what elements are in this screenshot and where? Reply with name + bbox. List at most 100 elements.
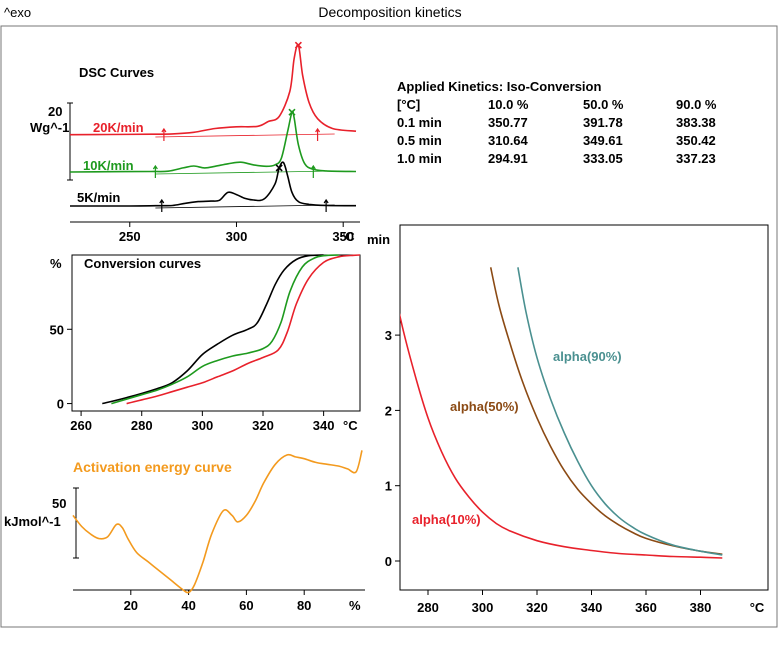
conversion-frame — [71, 254, 361, 412]
conversion-tick-label: 50 — [50, 322, 64, 337]
dsc-tick-label: 300 — [226, 229, 248, 244]
activation-curve — [72, 450, 363, 594]
table-cell: 350.42 — [676, 133, 716, 148]
iso-tick-label: 340 — [581, 600, 603, 615]
table-cell: 294.91 — [488, 151, 528, 166]
activation-title: Activation energy curve — [73, 459, 232, 475]
table-cell: 1.0 min — [397, 151, 442, 166]
dsc-tick-label: 250 — [119, 229, 141, 244]
conversion-tick-label: 260 — [70, 418, 92, 433]
table-cell: 310.64 — [488, 133, 529, 148]
dsc-label-10k: 10K/min — [83, 158, 134, 173]
figure-frame — [0, 25, 778, 628]
dsc-tick-label: 350 — [332, 229, 354, 244]
dsc-title: DSC Curves — [79, 65, 154, 80]
table-cell: 349.61 — [583, 133, 623, 148]
dsc-scale-label: 20 — [48, 104, 62, 119]
iso-curves — [400, 267, 723, 559]
table-title: Applied Kinetics: Iso-Conversion — [397, 79, 601, 94]
activation-tick-label: 20 — [124, 598, 138, 613]
activation-panel: Activation energy curve 50 kJmol^-1 20 40… — [4, 450, 365, 613]
table-cell: 350.77 — [488, 115, 528, 130]
table-cell: 383.38 — [676, 115, 716, 130]
iso-ylabel: min — [367, 232, 390, 247]
dsc-ylabel: Wg^-1 — [30, 120, 69, 135]
dsc-integration-limit — [315, 127, 321, 141]
dsc-integration-limit — [152, 164, 158, 178]
iso-tick-label: 380 — [690, 600, 712, 615]
dsc-baseline — [155, 204, 335, 209]
activation-xlabel: % — [349, 598, 361, 613]
conversion-tick-label: 280 — [131, 418, 153, 433]
iso-label-50: alpha(50%) — [450, 399, 519, 414]
conversion-ylabel: % — [50, 256, 62, 271]
iso-tick-label: 360 — [635, 600, 657, 615]
conversion-curves — [102, 254, 361, 405]
iso-frame — [399, 224, 769, 591]
conversion-tick-label: 300 — [192, 418, 214, 433]
iso-label-10: alpha(10%) — [412, 512, 481, 527]
iso-tick-label: 300 — [472, 600, 494, 615]
iso-tick-label: 320 — [526, 600, 548, 615]
activation-tick-label: 40 — [181, 598, 195, 613]
activation-ylabel: kJmol^-1 — [4, 514, 61, 529]
iso-curve-alpha(10%) — [400, 312, 723, 559]
iso-curve-alpha(90%) — [517, 267, 723, 556]
dsc-curves — [69, 41, 357, 212]
dsc-panel: DSC Curves 20 Wg^-1 250 300 350 °C 20K/min… — [30, 41, 360, 244]
conversion-tick-label: 0 — [57, 397, 64, 412]
dsc-integration-limit — [159, 198, 165, 212]
activation-tick-label: 60 — [239, 598, 253, 613]
iso-label-90: alpha(90%) — [553, 349, 622, 364]
conversion-ticks: 260 280 300 320 340 0 50 — [50, 322, 335, 433]
dsc-curve-10K/min — [69, 110, 357, 173]
table-header-90: 90.0 % — [676, 97, 717, 112]
dsc-baseline — [155, 170, 335, 175]
dsc-label-20k: 20K/min — [93, 120, 144, 135]
dsc-curve-5K/min — [70, 161, 357, 207]
dsc-integration-limit — [310, 164, 316, 178]
kinetics-table: Applied Kinetics: Iso-Conversion [°C] 10… — [397, 79, 717, 166]
conversion-xlabel: °C — [343, 418, 358, 433]
dsc-xlabel: °C — [340, 229, 355, 244]
dsc-peak-marker — [275, 164, 283, 172]
dsc-integration-limit — [323, 198, 329, 212]
dsc-peak-marker — [294, 41, 302, 49]
conversion-curve-green — [111, 254, 339, 405]
iso-tick-label: 280 — [417, 600, 439, 615]
table-cell: 0.5 min — [397, 133, 442, 148]
dsc-curve-20K/min — [69, 43, 357, 136]
conversion-curve-red — [126, 254, 361, 405]
table-cell: 391.78 — [583, 115, 623, 130]
table-header-50: 50.0 % — [583, 97, 624, 112]
table-cell: 337.23 — [676, 151, 716, 166]
conversion-panel: Conversion curves % 260 280 300 320 340 0 50 °… — [50, 254, 361, 433]
figure-title: Decomposition kinetics — [318, 4, 461, 20]
dsc-integration-limit — [161, 127, 167, 141]
iso-tick-label: 0 — [385, 554, 392, 569]
table-header-10: 10.0 % — [488, 97, 529, 112]
iso-curve-alpha(50%) — [489, 267, 723, 555]
activation-ticks: 20 40 60 80 — [124, 590, 311, 613]
dsc-baseline — [155, 133, 335, 138]
table-cell: 0.1 min — [397, 115, 442, 130]
activation-tick-label: 80 — [297, 598, 311, 613]
table-cell: 333.05 — [583, 151, 623, 166]
table-header-unit: [°C] — [397, 97, 420, 112]
activation-scale-label: 50 — [52, 496, 66, 511]
conversion-curve-black — [102, 254, 324, 405]
activation-curves — [72, 450, 363, 594]
dsc-peak-marker — [288, 108, 296, 116]
iso-xlabel: °C — [750, 600, 765, 615]
conversion-tick-label: 320 — [252, 418, 274, 433]
conversion-tick-label: 340 — [313, 418, 335, 433]
exo-label: ^exo — [4, 5, 31, 20]
iso-ticks: 280 300 320 340 360 380 °C 0 1 2 3 — [385, 328, 765, 615]
conversion-title: Conversion curves — [84, 256, 201, 271]
iso-tick-label: 1 — [385, 479, 392, 494]
iso-tick-label: 2 — [385, 403, 392, 418]
iso-tick-label: 3 — [385, 328, 392, 343]
dsc-label-5k: 5K/min — [77, 190, 120, 205]
